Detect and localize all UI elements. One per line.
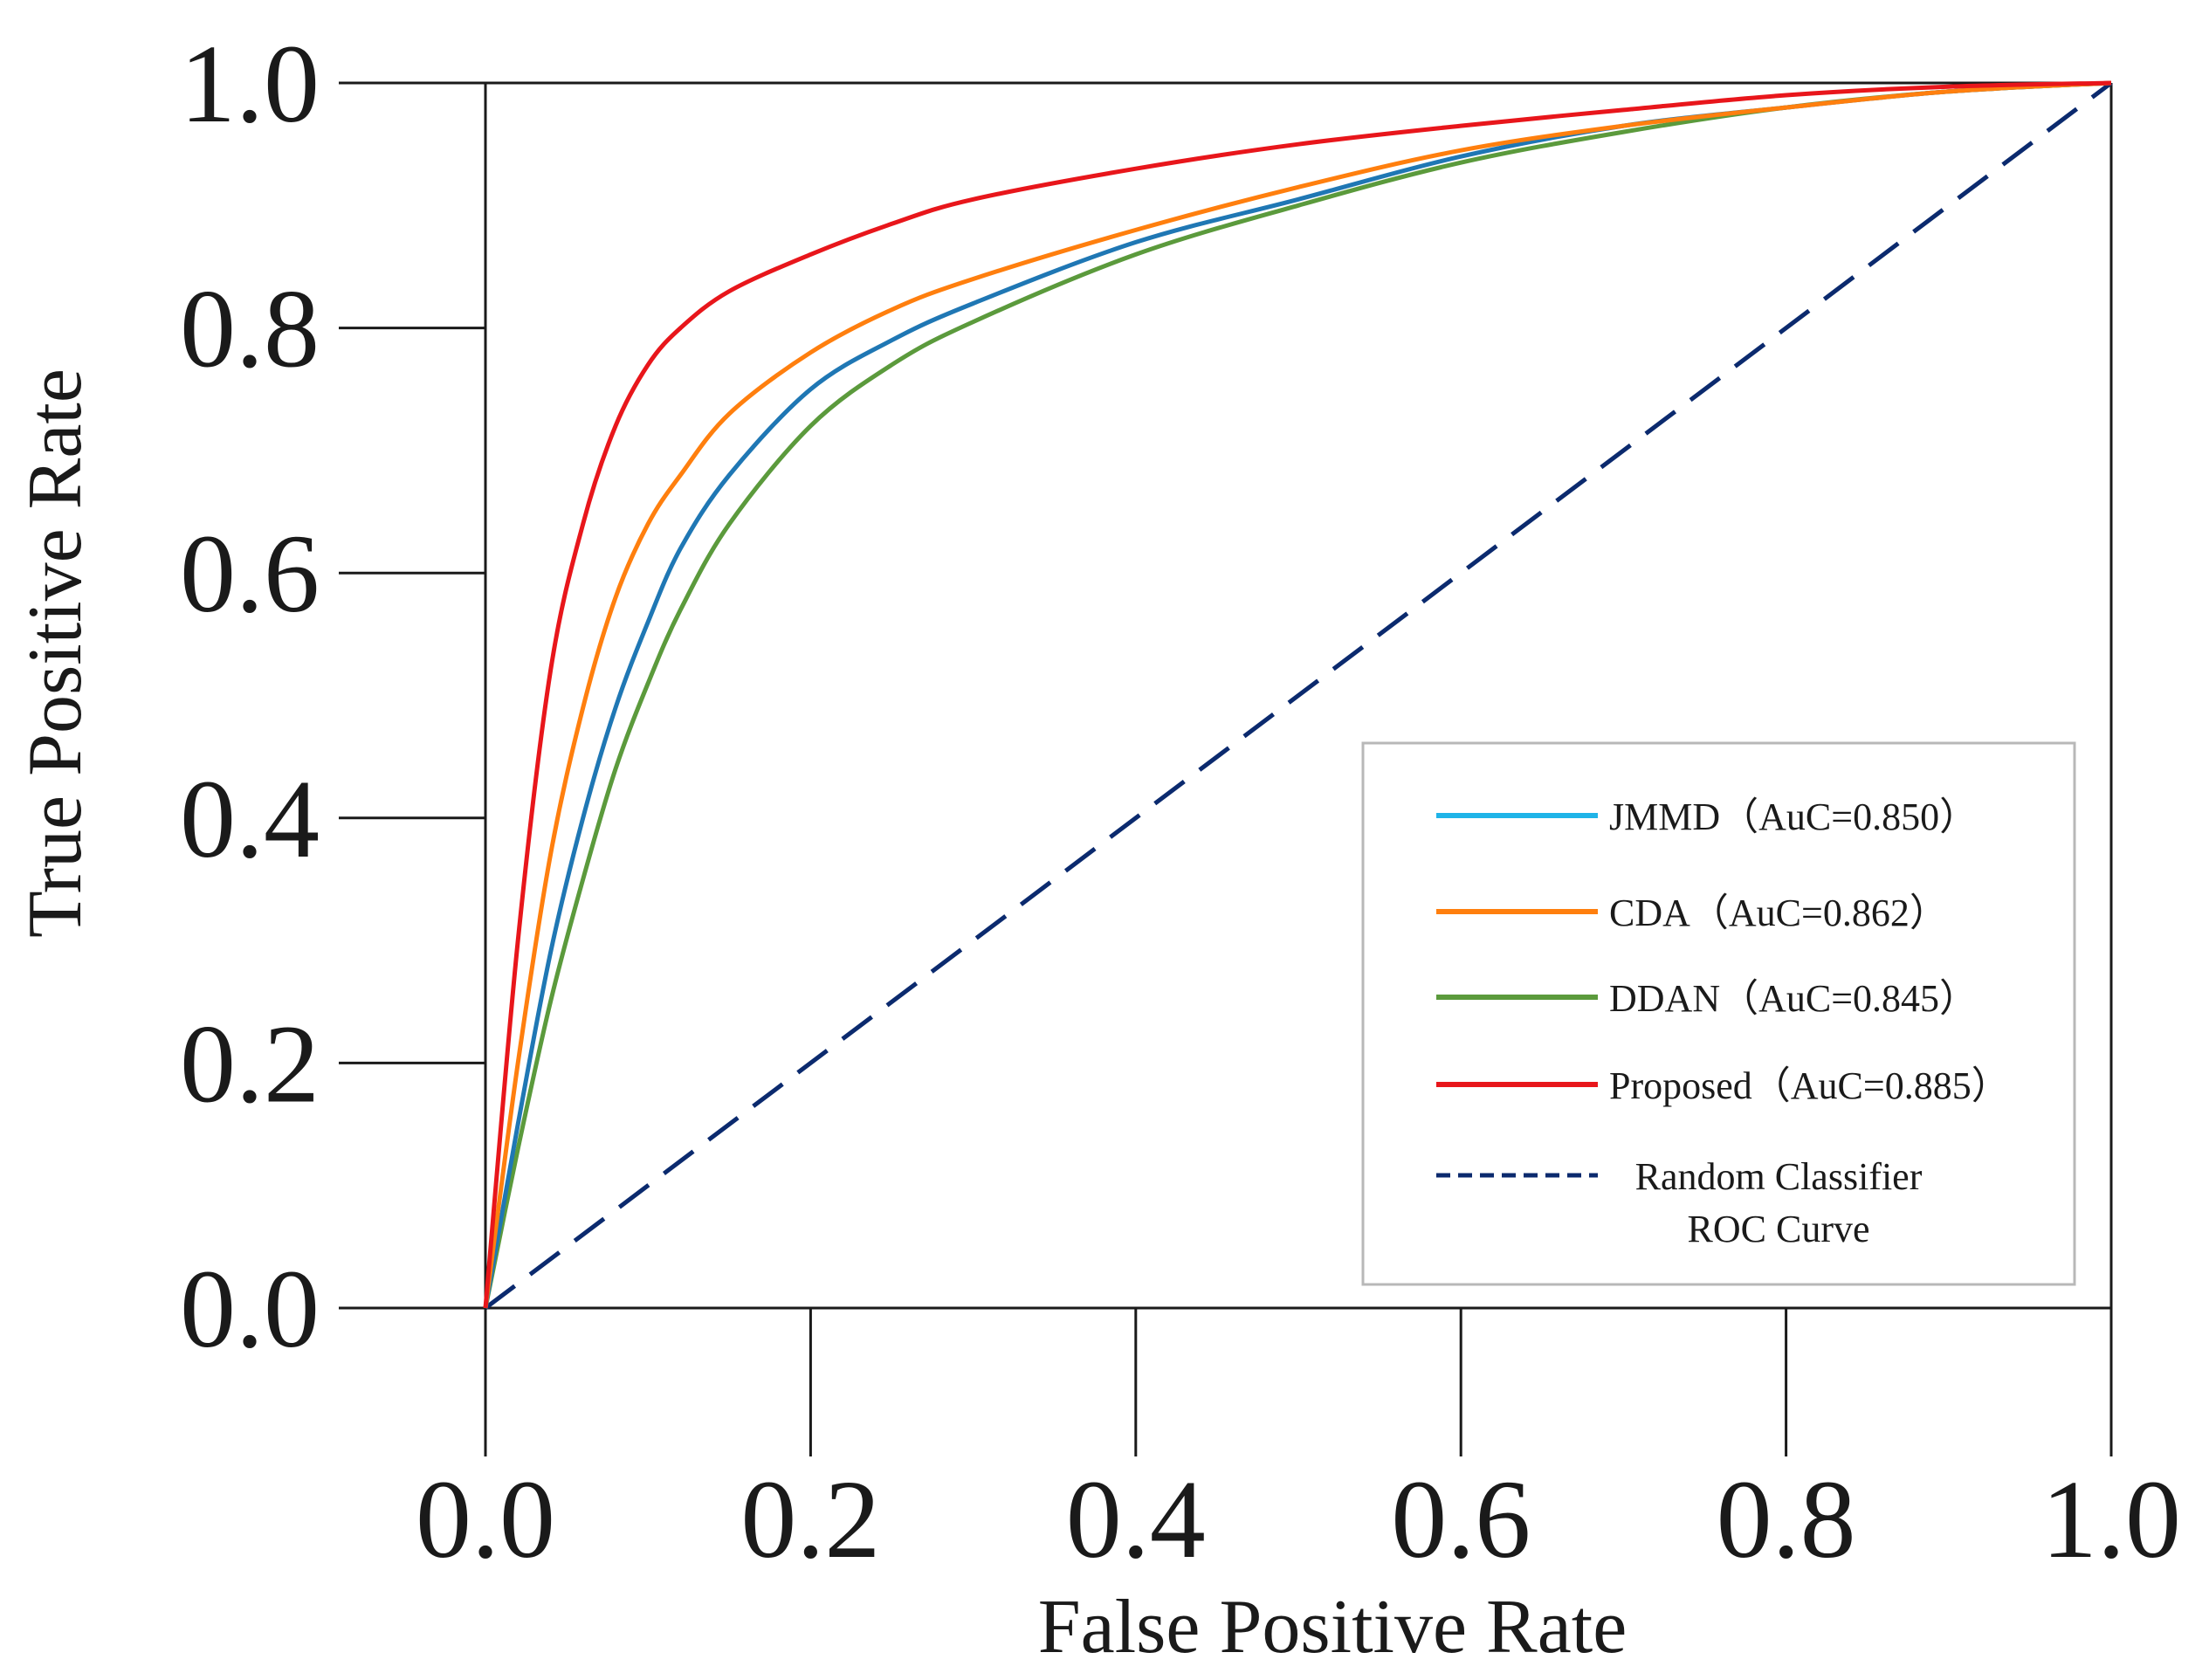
series-line-cda <box>483 80 2112 1309</box>
series-line-ddan <box>483 80 2112 1309</box>
x-tick-label: 0.4 <box>1066 1457 1206 1581</box>
y-tick-label: 0.6 <box>180 512 320 636</box>
x-tick-label: 0.8 <box>1717 1457 1856 1581</box>
y-tick-label: 0.8 <box>180 267 320 391</box>
series-line-random-classifier-roc-curve <box>484 81 2113 1310</box>
y-axis-title: True Positive Rate <box>13 368 98 938</box>
legend-label-proposed: Proposed（AuC=0.885） <box>1609 1064 2010 1107</box>
legend-label-jmmd: JMMD（AuC=0.850） <box>1609 795 1978 838</box>
legend-label-ddan: DDAN（AuC=0.845） <box>1609 977 1978 1020</box>
legend-label-random-classifier-line1: Random Classifier <box>1635 1155 1923 1198</box>
y-tick-label: 0.2 <box>180 1002 320 1126</box>
y-tick-label: 0.0 <box>180 1247 320 1371</box>
series-group <box>483 80 2113 1310</box>
x-tick-label: 0.2 <box>740 1457 880 1581</box>
series-line-proposed <box>483 80 2112 1309</box>
x-axis-title: False Positive Rate <box>1038 1585 1628 1670</box>
legend: JMMD（AuC=0.850） CDA（AuC=0.862） DDAN（AuC=0.… <box>1361 741 2076 1286</box>
y-tick-label: 0.4 <box>180 757 320 881</box>
axes: 0.0 0.2 0.4 0.6 0.8 1.0 0.0 0.2 0.4 0.6 0.8 1.0 <box>180 22 2181 1581</box>
legend-box <box>1361 741 2076 1286</box>
y-tick-label: 1.0 <box>180 22 320 146</box>
x-tick-label: 1.0 <box>2041 1457 2181 1581</box>
x-tick-label: 0.0 <box>416 1457 555 1581</box>
legend-label-cda: CDA（AuC=0.862） <box>1609 892 1948 934</box>
x-tick-label: 0.6 <box>1391 1457 1531 1581</box>
legend-label-random-classifier-line2: ROC Curve <box>1688 1208 1870 1250</box>
